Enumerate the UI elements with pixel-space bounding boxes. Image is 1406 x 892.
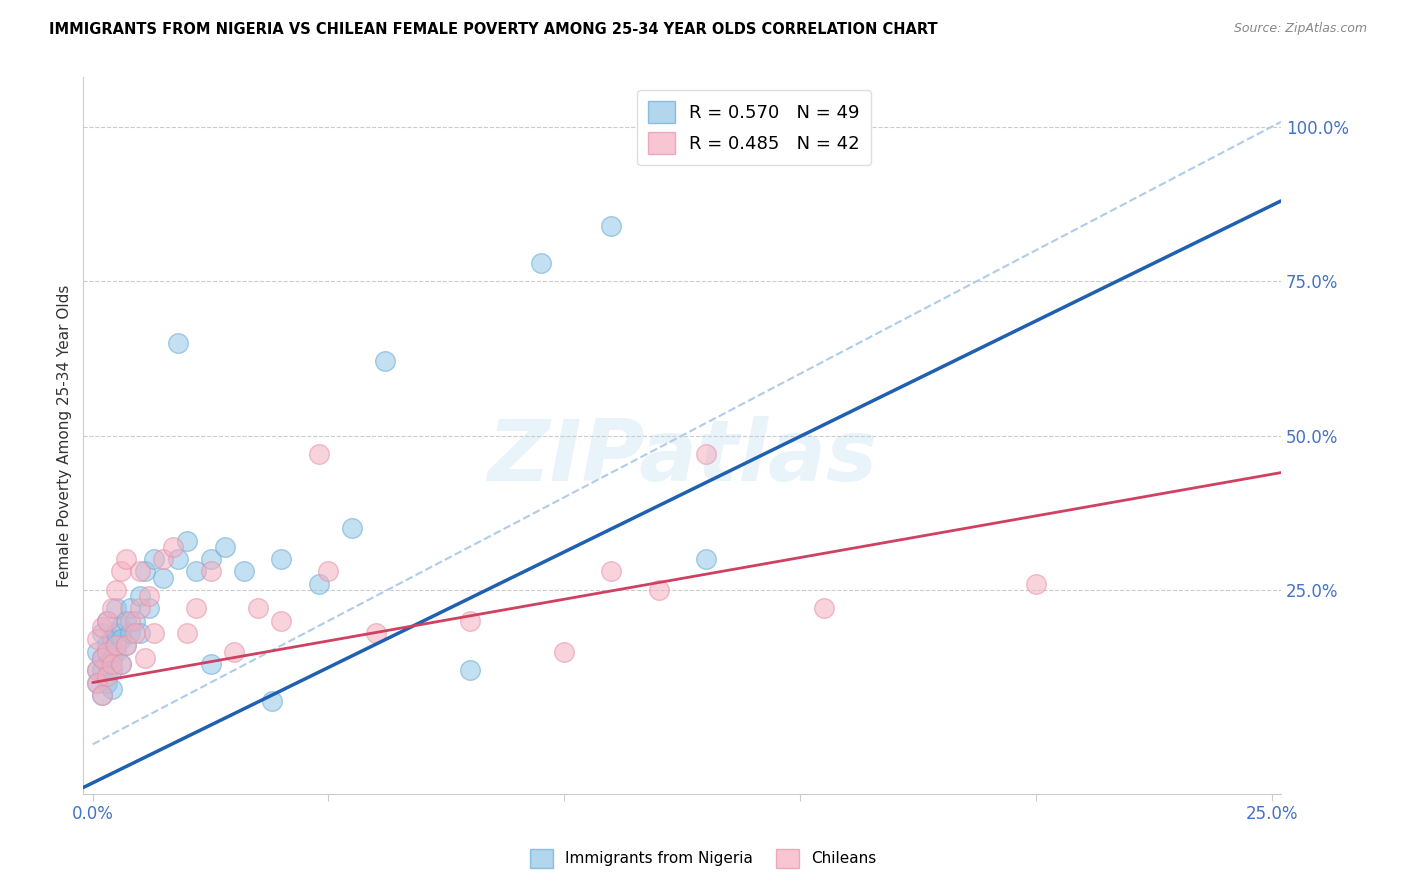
Text: IMMIGRANTS FROM NIGERIA VS CHILEAN FEMALE POVERTY AMONG 25-34 YEAR OLDS CORRELAT: IMMIGRANTS FROM NIGERIA VS CHILEAN FEMAL… [49,22,938,37]
Point [105,645,128,659]
Point [270,552,292,566]
Point [128,589,150,603]
Point [128,626,150,640]
Point [120,601,142,615]
Point [308,447,330,461]
Point [260,694,283,708]
Point [134,565,156,579]
Point [100,650,122,665]
Point [458,614,481,628]
Point [318,565,340,579]
Point [1025,576,1047,591]
Point [114,552,136,566]
Point [91,620,114,634]
Point [105,626,128,640]
Point [232,565,254,579]
Legend: R = 0.570   N = 49, R = 0.485   N = 42: R = 0.570 N = 49, R = 0.485 N = 42 [637,90,870,165]
Point [96,657,118,671]
Point [134,650,156,665]
Point [695,447,717,461]
Point [120,614,142,628]
Point [91,650,114,665]
Point [530,255,553,269]
Point [458,663,481,677]
Point [124,614,146,628]
Point [105,601,128,615]
Point [100,601,122,615]
Point [270,614,292,628]
Point [120,626,142,640]
Point [110,632,132,647]
Point [152,552,174,566]
Point [166,335,188,350]
Point [110,620,132,634]
Point [152,570,174,584]
Point [143,626,166,640]
Point [100,663,122,677]
Point [128,565,150,579]
Point [813,601,835,615]
Point [86,632,108,647]
Point [91,688,114,702]
Point [91,688,114,702]
Point [100,681,122,696]
Point [308,576,330,591]
Point [200,657,222,671]
Point [86,645,108,659]
Point [143,552,166,566]
Point [128,601,150,615]
Point [138,589,160,603]
Point [553,645,575,659]
Point [162,540,184,554]
Point [200,552,222,566]
Legend: Immigrants from Nigeria, Chileans: Immigrants from Nigeria, Chileans [523,843,883,873]
Point [86,675,108,690]
Point [91,663,114,677]
Point [105,639,128,653]
Point [224,645,246,659]
Point [138,601,160,615]
Point [214,540,236,554]
Point [246,601,269,615]
Point [200,565,222,579]
Point [96,639,118,653]
Point [647,582,669,597]
Point [96,614,118,628]
Point [100,657,122,671]
Point [86,663,108,677]
Point [100,632,122,647]
Point [110,657,132,671]
Point [695,552,717,566]
Point [96,669,118,683]
Point [186,601,208,615]
Point [340,521,363,535]
Point [166,552,188,566]
Point [364,626,387,640]
Point [110,565,132,579]
Point [96,675,118,690]
Point [600,219,623,233]
Point [114,639,136,653]
Point [176,626,198,640]
Text: Source: ZipAtlas.com: Source: ZipAtlas.com [1233,22,1367,36]
Point [91,650,114,665]
Point [86,663,108,677]
Point [110,657,132,671]
Point [374,354,396,368]
Y-axis label: Female Poverty Among 25-34 Year Olds: Female Poverty Among 25-34 Year Olds [58,285,72,587]
Point [96,614,118,628]
Point [91,626,114,640]
Point [96,645,118,659]
Point [186,565,208,579]
Point [114,614,136,628]
Point [114,639,136,653]
Point [124,626,146,640]
Text: ZIPatlas: ZIPatlas [486,416,877,499]
Point [105,582,128,597]
Point [176,533,198,548]
Point [86,675,108,690]
Point [600,565,623,579]
